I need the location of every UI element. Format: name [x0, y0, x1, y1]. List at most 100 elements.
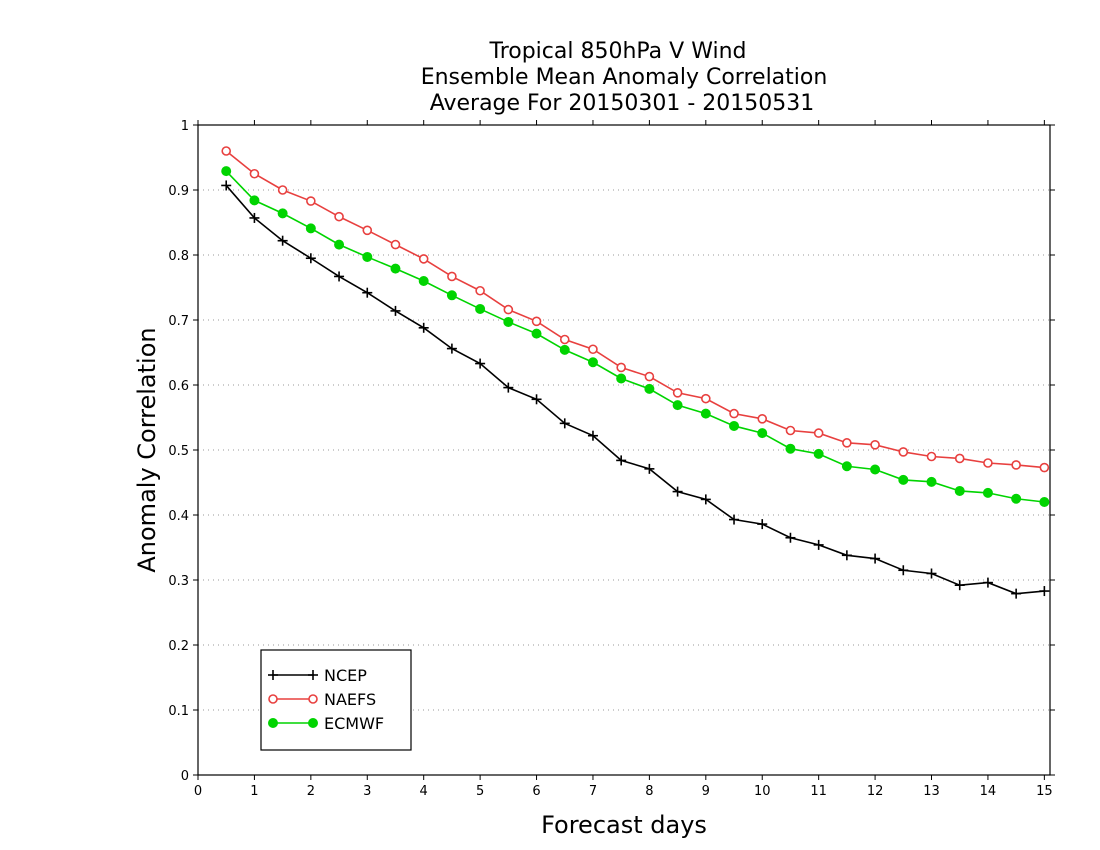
- title-line-3: Average For 20150301 - 20150531: [430, 91, 815, 116]
- data-point-ecmwf: [616, 373, 627, 384]
- data-point-ncep: [418, 322, 429, 333]
- y-tick-label: 0.1: [168, 704, 189, 719]
- data-point-ncep: [870, 553, 881, 564]
- data-point-ecmwf: [700, 408, 711, 419]
- data-point-ncep: [982, 577, 993, 588]
- x-tick-label: 11: [810, 784, 827, 799]
- data-point-naefs: [701, 393, 711, 404]
- data-point-ecmwf: [531, 328, 542, 339]
- data-point-ncep: [672, 486, 683, 497]
- y-tick-label: 1: [181, 119, 189, 134]
- title-line-1: Tropical 850hPa V Wind: [488, 39, 746, 64]
- data-point-naefs: [870, 439, 880, 450]
- data-point-ecmwf: [841, 461, 852, 472]
- data-point-ncep: [503, 382, 514, 393]
- legend-label-naefs: NAEFS: [324, 690, 376, 709]
- data-point-ecmwf: [1011, 493, 1022, 504]
- data-point-ncep: [305, 253, 316, 264]
- data-point-ecmwf: [390, 263, 401, 274]
- legend-marker-start-naefs: [268, 694, 278, 704]
- legend-label-ncep: NCEP: [324, 666, 367, 685]
- data-point-ecmwf: [503, 316, 514, 327]
- data-point-ncep: [757, 519, 768, 530]
- y-tick-label: 0.5: [168, 444, 189, 459]
- y-tick-label: 0.9: [168, 184, 189, 199]
- y-tick-label: 0.8: [168, 249, 189, 264]
- data-point-naefs: [362, 225, 373, 236]
- data-point-ncep: [898, 565, 909, 576]
- data-point-ecmwf: [898, 474, 909, 485]
- x-tick-label: 14: [980, 784, 997, 799]
- y-tick-label: 0: [181, 769, 189, 784]
- x-tick-label: 5: [476, 784, 484, 799]
- data-point-ncep: [1011, 588, 1022, 599]
- data-point-naefs: [1011, 460, 1021, 470]
- data-point-ecmwf: [926, 476, 937, 487]
- data-point-ncep: [587, 430, 598, 441]
- data-point-naefs: [447, 271, 457, 282]
- series-ncep: [221, 180, 1050, 599]
- data-point-naefs: [729, 408, 739, 419]
- y-tick-label: 0.3: [168, 574, 189, 589]
- data-point-naefs: [277, 185, 288, 195]
- x-tick-label: 4: [420, 784, 428, 799]
- data-point-naefs: [898, 447, 909, 457]
- data-point-ecmwf: [362, 251, 373, 262]
- x-tick-label: 0: [194, 784, 202, 799]
- data-point-ecmwf: [644, 383, 655, 394]
- data-point-ncep: [446, 343, 457, 354]
- legend-label-ecmwf: ECMWF: [324, 714, 384, 733]
- data-point-ecmwf: [587, 357, 598, 368]
- data-point-ecmwf: [277, 208, 288, 219]
- data-point-naefs: [954, 453, 965, 464]
- x-tick-label: 2: [307, 784, 315, 799]
- data-point-ecmwf: [757, 428, 768, 439]
- data-point-naefs: [334, 211, 344, 222]
- data-point-ecmwf: [729, 420, 740, 431]
- data-point-ncep: [277, 235, 288, 246]
- data-point-ecmwf: [982, 487, 993, 498]
- data-point-ncep: [475, 358, 486, 369]
- data-point-ecmwf: [221, 166, 232, 177]
- data-point-naefs: [249, 168, 260, 179]
- legend-marker-start-ecmwf: [268, 718, 278, 728]
- y-tick-label: 0.2: [168, 639, 189, 654]
- data-point-naefs: [813, 428, 824, 438]
- data-point-naefs: [616, 362, 626, 373]
- title-line-2: Ensemble Mean Anomaly Correlation: [421, 65, 828, 90]
- x-tick-label: 8: [645, 784, 653, 799]
- data-point-ncep: [221, 180, 232, 191]
- data-point-naefs: [418, 254, 429, 264]
- data-point-ecmwf: [475, 303, 486, 314]
- y-tick-label: 0.6: [168, 379, 189, 394]
- data-point-ncep: [1039, 586, 1050, 597]
- data-point-ecmwf: [249, 195, 260, 206]
- legend-marker-end-ncep: [308, 670, 318, 680]
- x-axis-label: Forecast days: [541, 811, 707, 839]
- data-point-ecmwf: [305, 223, 316, 234]
- series-line-ncep: [225, 184, 1045, 595]
- legend-marker-end-naefs: [308, 694, 318, 704]
- data-point-naefs: [503, 304, 514, 315]
- axes: 00.10.20.30.40.50.60.70.80.910 1 2 3 4 5 6 7 8 9 1…: [168, 119, 1055, 799]
- data-point-ncep: [644, 463, 655, 474]
- x-tick-label: 13: [923, 784, 940, 799]
- data-point-ecmwf: [559, 344, 570, 355]
- data-point-ecmwf: [954, 485, 965, 496]
- data-point-naefs: [559, 334, 570, 345]
- data-point-ncep: [334, 271, 345, 282]
- data-point-naefs: [221, 146, 232, 156]
- data-point-ncep: [729, 514, 740, 525]
- x-tick-label: 9: [702, 784, 710, 799]
- x-tick-label: 10: [754, 784, 771, 799]
- series-line-naefs: [225, 150, 1045, 469]
- legend-box: [260, 649, 412, 751]
- x-tick-label: 7: [589, 784, 597, 799]
- data-point-naefs: [757, 413, 768, 424]
- data-point-ncep: [531, 394, 542, 405]
- data-point-ncep: [390, 305, 401, 316]
- series-ecmwf: [221, 166, 1050, 507]
- data-point-ecmwf: [672, 400, 683, 411]
